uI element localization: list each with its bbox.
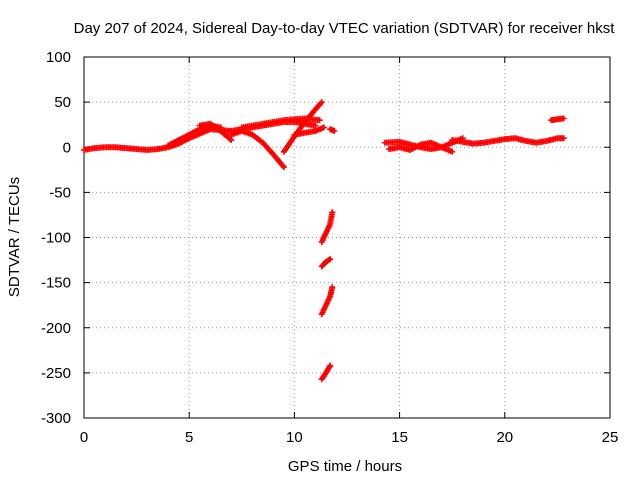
y-tick-label: 50 — [54, 94, 71, 111]
series-track-11 — [318, 284, 336, 318]
y-tick-label: 100 — [46, 49, 71, 66]
series-track-14 — [386, 139, 456, 155]
series-track-9 — [318, 209, 336, 246]
y-tick-label: -150 — [41, 275, 71, 292]
data-point — [331, 128, 338, 135]
y-tick-label: -300 — [41, 410, 71, 427]
y-tick-label: -250 — [41, 365, 71, 382]
x-tick-label: 10 — [286, 429, 303, 446]
x-axis-label: GPS time / hours — [288, 458, 402, 475]
axis-ticks: 0 5 10 15 20 25 100 50 0 -50 -100 -150 -200 -250 -300 — [41, 49, 618, 446]
data-point — [327, 256, 334, 263]
data-points — [81, 99, 567, 383]
data-point — [316, 117, 323, 124]
x-tick-label: 5 — [185, 429, 193, 446]
series-track-16 — [548, 115, 567, 124]
plot-frame — [83, 56, 611, 419]
series-track-3 — [196, 120, 235, 144]
series-track-10 — [318, 256, 334, 270]
data-point — [329, 284, 336, 291]
data-point — [449, 148, 456, 155]
data-point — [320, 124, 327, 131]
y-tick-label: -200 — [41, 320, 71, 337]
y-axis-label: SDTVAR / TECUs — [6, 177, 23, 297]
y-tick-label: -100 — [41, 230, 71, 247]
data-point — [228, 137, 235, 144]
x-tick-label: 15 — [391, 429, 408, 446]
y-tick-label: 0 — [63, 139, 71, 156]
series-track-8 — [327, 126, 338, 135]
series-track-7 — [291, 124, 327, 138]
grid-lines — [84, 57, 610, 418]
x-tick-label: 0 — [80, 429, 88, 446]
series-track-12 — [318, 362, 334, 383]
data-point — [280, 164, 287, 171]
series-track-15 — [449, 135, 567, 147]
data-point — [560, 135, 567, 142]
data-point — [327, 362, 334, 369]
y-tick-label: -50 — [49, 184, 71, 201]
data-point — [560, 115, 567, 122]
series-track-6 — [238, 115, 323, 131]
data-point — [329, 209, 336, 216]
data-point — [312, 122, 319, 129]
series-track-4 — [228, 128, 287, 171]
chart-title: Day 207 of 2024, Sidereal Day-to-day VTE… — [74, 20, 616, 37]
x-tick-label: 20 — [496, 429, 513, 446]
x-tick-label: 25 — [602, 429, 619, 446]
data-point — [318, 99, 325, 106]
